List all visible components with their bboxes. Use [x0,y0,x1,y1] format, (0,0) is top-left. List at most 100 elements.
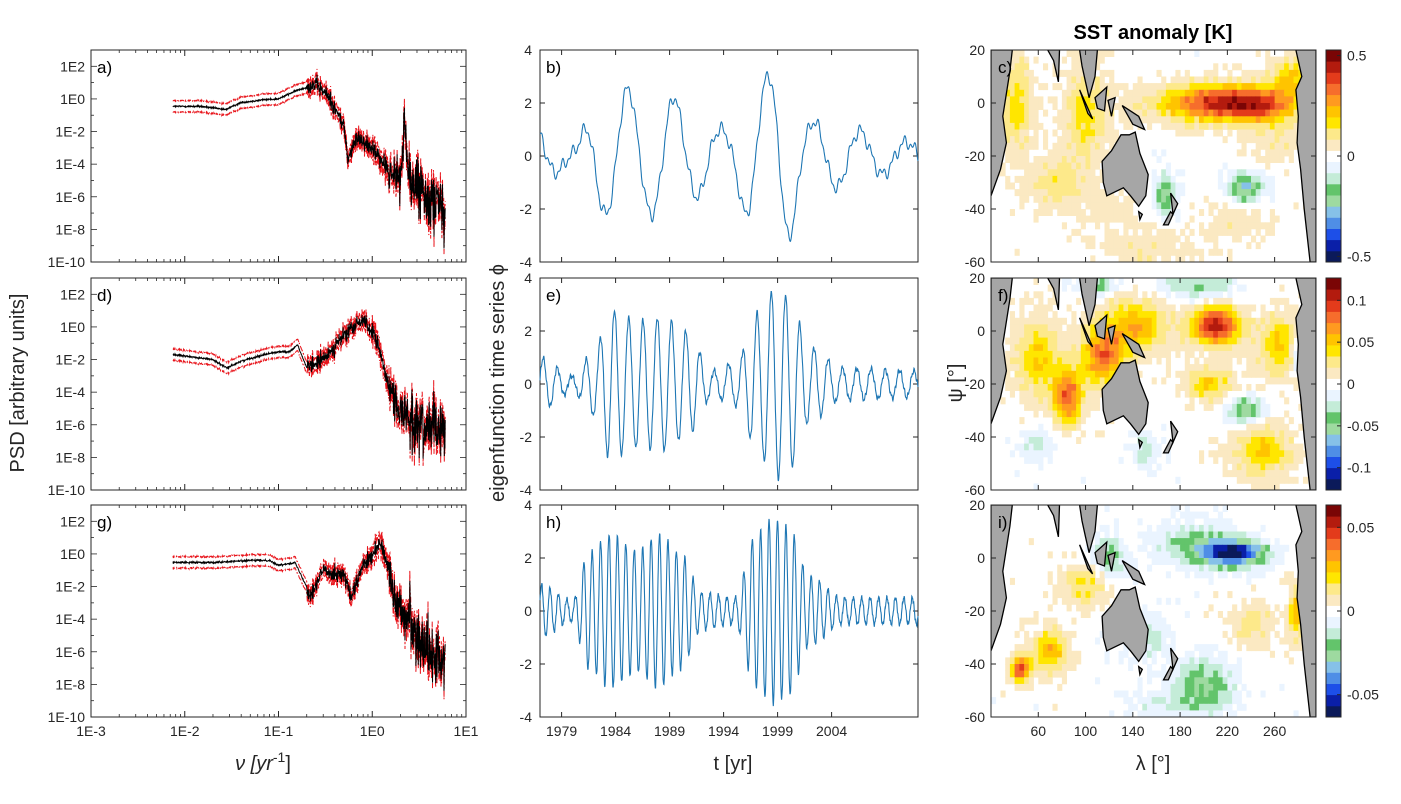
map-cell [1047,644,1053,652]
map-cell [1009,311,1015,319]
map-cell [1175,505,1181,512]
map-cell [1161,202,1167,210]
map-cell [1165,122,1171,130]
map-cell [1137,248,1143,256]
map-cell [1095,531,1101,539]
map-cell [1222,544,1228,552]
map-cell [1175,544,1181,552]
map-cell [1199,397,1205,405]
map-cell [1118,209,1124,216]
map-cell [1137,450,1143,458]
map-cell [1293,142,1299,150]
map-cell [1269,450,1275,458]
map-cell [1095,304,1101,312]
map-cell [1241,611,1247,618]
map-cell [1279,637,1285,645]
map-cell [1203,690,1209,698]
colorbar-swatch [1326,650,1341,662]
map-cell [1080,350,1086,358]
map-cell [1213,297,1219,305]
map-cell [1246,611,1252,618]
map-cell [1019,142,1025,150]
map-cell [1024,129,1030,137]
map-cell [1076,564,1082,572]
map-cell [1246,228,1252,236]
map-cell [1269,437,1275,444]
map-cell [1241,109,1247,117]
map-cell [1175,531,1181,539]
map-cell [1199,364,1205,372]
map-cell [1104,215,1110,223]
map-cell [1009,109,1015,117]
map-cell [1071,63,1077,71]
map-cell [1109,228,1115,236]
map-cell [1236,109,1242,117]
map-cell [1170,175,1176,183]
map-cell [1222,331,1228,338]
map-cell [1066,235,1072,243]
timeseries-y-tick-label: 4 [524,270,532,286]
map-cell [1255,617,1261,625]
colorbar-swatch [1326,456,1341,469]
map-cell [1113,571,1119,579]
map-cell [1043,624,1049,632]
map-cell [1222,284,1228,292]
map-cell [1199,571,1205,579]
colorbar-swatch [1326,356,1341,368]
map-cell [1109,544,1115,552]
map-cell [1019,116,1025,124]
map-cell [1288,136,1294,144]
map-cell [1232,437,1238,444]
map-cell [1109,209,1115,216]
timeseries-line [539,70,919,243]
map-cell [1071,50,1077,57]
map-cell [1217,89,1223,97]
map-cell [1043,390,1049,398]
map-cell [1147,331,1153,338]
map-cell [1061,397,1067,405]
map-cell [1175,683,1181,691]
map-cell [1246,403,1252,411]
map-cell [1203,122,1209,130]
map-cell [1104,524,1110,532]
map-cell [1024,103,1030,110]
map-cell [1288,630,1294,638]
map-cell [1260,235,1266,243]
map-cell [1189,317,1195,325]
map-cell [1123,195,1129,203]
map-cell [1199,670,1205,678]
map-cell [1180,710,1186,717]
colorbar-swatch [1326,195,1341,207]
map-cell [1208,710,1214,717]
map-cell [1180,544,1186,552]
map-cell [1208,538,1214,546]
map-cell [1080,169,1086,177]
map-cell [1028,189,1034,197]
map-cell [1057,344,1063,352]
map-cell [1057,564,1063,572]
map-land-mass [1162,438,1174,454]
map-cell [1080,611,1086,618]
map-cell [1189,116,1195,124]
map-cell [1000,690,1006,698]
map-cell [1161,284,1167,292]
map-cell [1227,350,1233,358]
map-cell [1165,331,1171,338]
map-cell [1033,116,1039,124]
map-cell [1213,564,1219,572]
map-cell [1246,109,1252,117]
colorbar-swatch [1326,172,1341,185]
map-cell [1279,544,1285,552]
map-cell [1142,443,1148,451]
map-cell [1142,450,1148,458]
map-cell [1203,324,1209,332]
map-cell [1232,169,1238,177]
map-cell [1014,470,1020,478]
map-cell [1269,103,1275,110]
map-cell [1047,202,1053,210]
map-cell [1090,597,1096,605]
map-cell [1095,215,1101,223]
map-cell [1076,410,1082,418]
map-cell [1014,370,1020,378]
map-cell [1227,710,1233,717]
